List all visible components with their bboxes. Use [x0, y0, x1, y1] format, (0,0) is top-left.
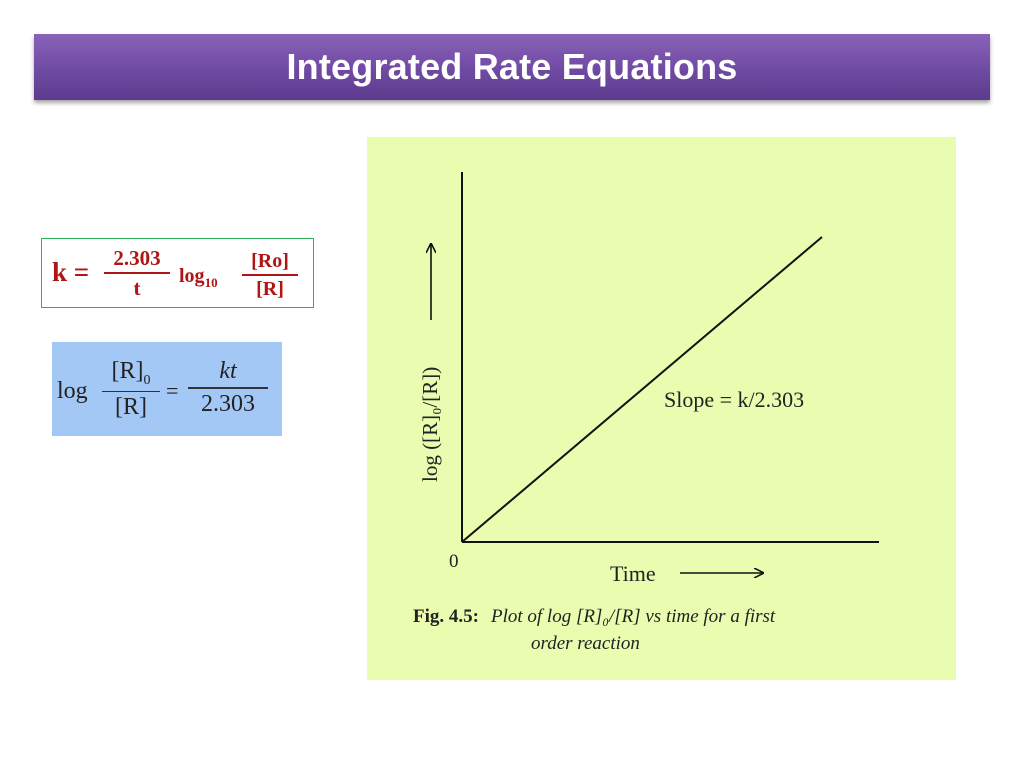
- rhs-denominator: 2.303: [201, 390, 255, 417]
- rhs-numerator: kt: [219, 358, 237, 384]
- ratio-numerator: [Ro]: [251, 250, 289, 272]
- series-line: [461, 236, 823, 543]
- log-term: log10: [179, 265, 218, 291]
- page-title: Integrated Rate Equations: [286, 46, 738, 87]
- ratio-denominator: [R]: [115, 394, 147, 421]
- fraction-bar: [102, 390, 160, 393]
- ratio-numerator: [R]0: [102, 358, 160, 389]
- y-axis-label: log ([R]₀/[R]): [418, 367, 442, 482]
- x-axis-label: Time: [610, 561, 656, 586]
- fraction-bar: [188, 387, 268, 389]
- caption-line-1: Plot of log [R]₀/[R] vs time for a first: [490, 606, 776, 627]
- caption-line-2: order reaction: [531, 633, 640, 654]
- slope-annotation: Slope = k/2.303: [664, 387, 804, 412]
- fraction-denominator: t: [133, 276, 141, 300]
- fraction-bar: [104, 272, 170, 274]
- chart-panel: 0 Time log ([R]₀/[R]) Slope = k/2.303 Fi…: [367, 137, 956, 680]
- log-text: log: [57, 378, 88, 404]
- ratio-denominator: [R]: [256, 278, 284, 300]
- equals-sign: =: [166, 378, 179, 403]
- figure-caption: Fig. 4.5: Plot of log [R]₀/[R] vs time fo…: [413, 603, 933, 657]
- origin-label: 0: [449, 551, 459, 572]
- concentration-ratio: [Ro] [R]: [242, 249, 298, 301]
- formula-lhs: k =: [52, 257, 90, 287]
- chart-svg: 0 Time log ([R]₀/[R]) Slope = k/2.303: [418, 172, 879, 586]
- caption-label: Fig. 4.5:: [413, 606, 479, 627]
- ratio-bar: [242, 274, 298, 276]
- title-bar: Integrated Rate Equations: [34, 34, 990, 100]
- rhs-fraction: kt 2.303: [188, 358, 268, 418]
- log-base: 10: [204, 275, 218, 290]
- ratio-numerator-sub: 0: [143, 372, 151, 388]
- log-ratio-formula: log [R]0 [R] = kt 2.303: [52, 342, 282, 436]
- ratio-numerator-main: [R]: [111, 358, 144, 384]
- log-text: log: [179, 265, 205, 287]
- formula-fraction: 2.303 t: [104, 245, 170, 300]
- log-ratio-fraction: [R]0 [R]: [102, 358, 160, 421]
- fraction-numerator: 2.303: [113, 246, 161, 270]
- rate-constant-formula: k = 2.303 t log10 [Ro] [R]: [41, 238, 314, 308]
